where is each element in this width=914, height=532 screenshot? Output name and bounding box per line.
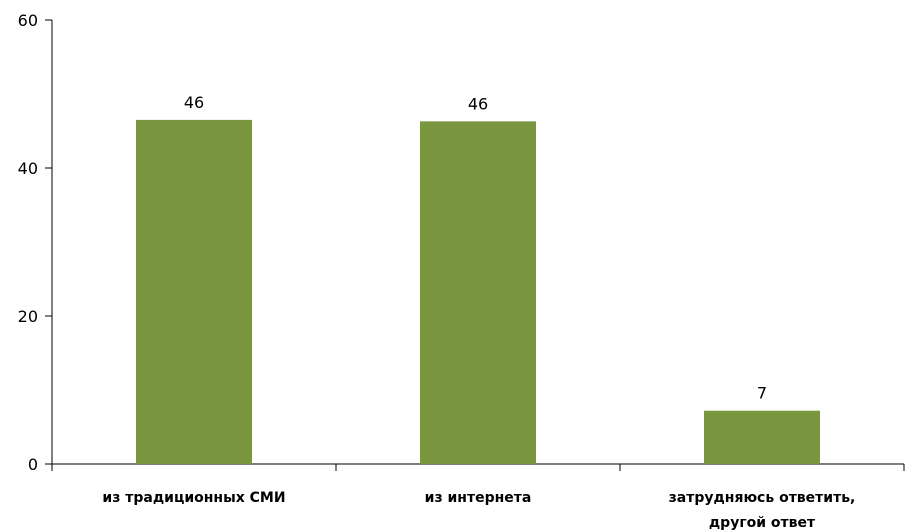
category-label: затрудняюсь ответить, (669, 490, 856, 506)
bars (136, 119, 820, 465)
y-tick-label: 20 (18, 307, 38, 326)
y-tick-label: 60 (18, 11, 38, 30)
bar (136, 119, 252, 465)
category-label: из интернета (425, 490, 532, 506)
bar (420, 121, 536, 464)
data-label: 46 (184, 93, 204, 112)
data-label: 46 (468, 94, 488, 113)
y-tick-label: 0 (28, 455, 38, 474)
category-label: из традиционных СМИ (102, 490, 285, 506)
y-tick-label: 40 (18, 159, 38, 178)
labels: 0 20 40 60 46 из традиционных СМИ 46 из интерне… (18, 11, 856, 531)
bar (704, 410, 820, 464)
category-label: другой ответ (709, 515, 816, 531)
data-label: 7 (757, 384, 767, 403)
